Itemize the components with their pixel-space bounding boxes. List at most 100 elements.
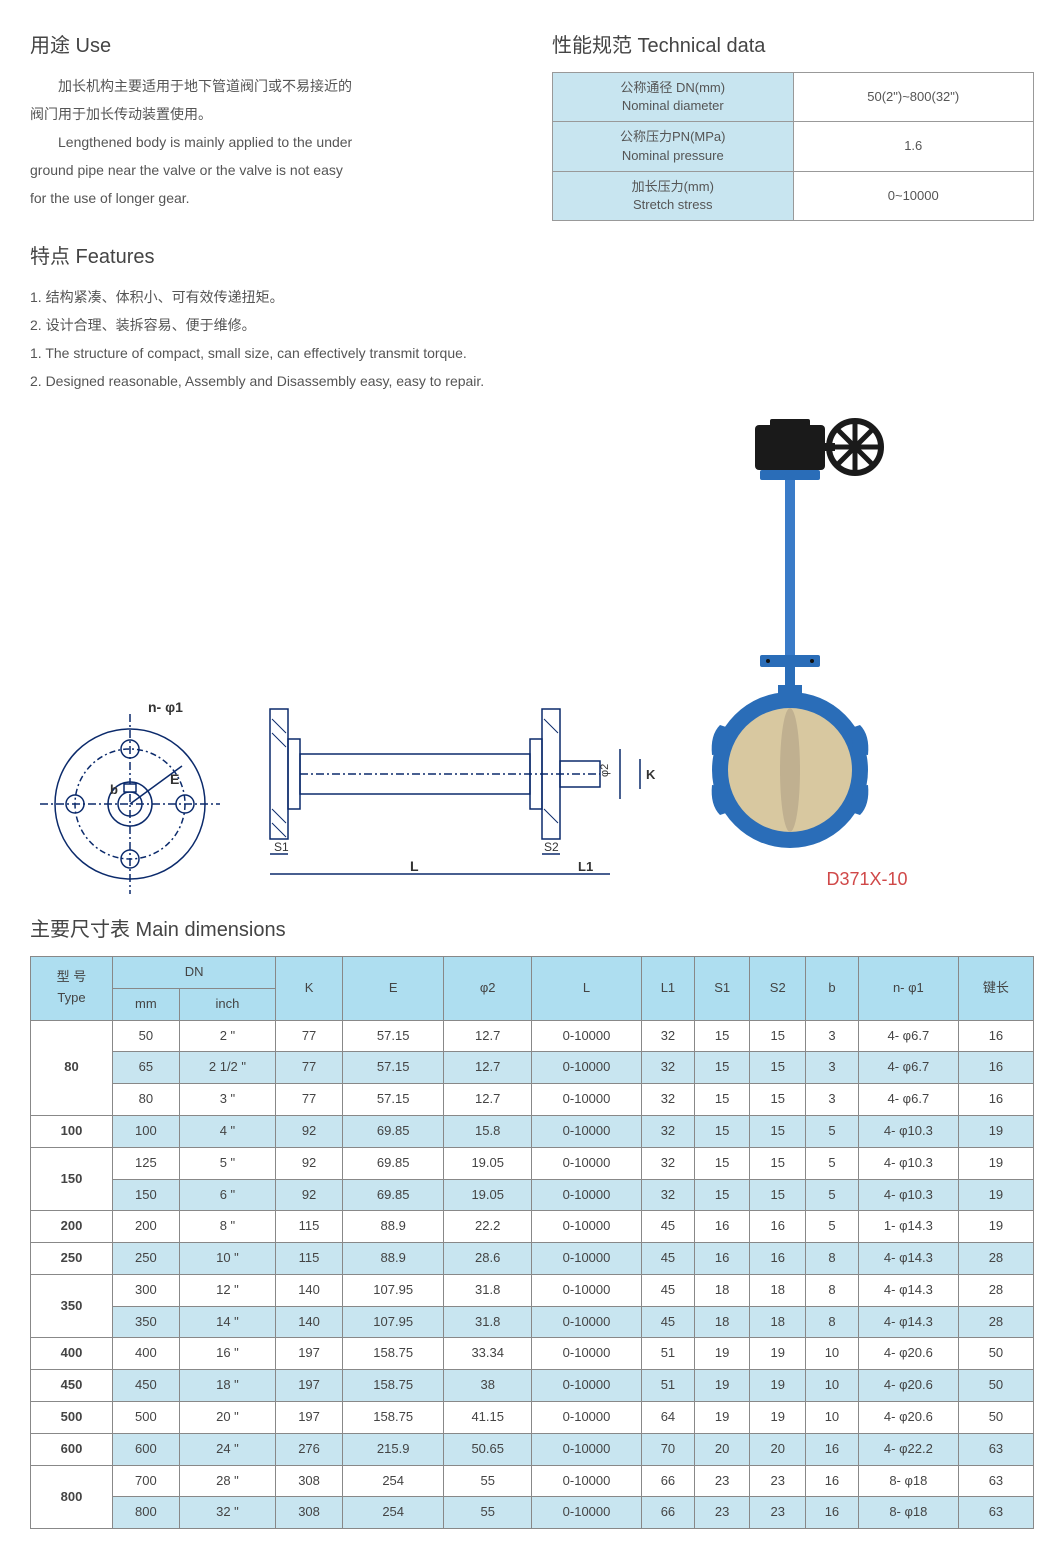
cell-key: 16 [958, 1052, 1033, 1084]
label-K: K [646, 767, 656, 782]
cell-S2: 19 [750, 1370, 806, 1402]
cell-b: 3 [806, 1084, 859, 1116]
cell-S2: 16 [750, 1243, 806, 1275]
cell-inch: 10 " [179, 1243, 275, 1275]
cell-L1: 32 [642, 1179, 695, 1211]
cell-mm: 100 [112, 1115, 179, 1147]
cell-K: 308 [276, 1497, 343, 1529]
cell-S1: 15 [694, 1084, 750, 1116]
cell-mm: 400 [112, 1338, 179, 1370]
cell-nphi1: 4- φ6.7 [858, 1084, 958, 1116]
cell-L1: 66 [642, 1465, 695, 1497]
tech-section: 性能规范 Technical data 公称通径 DN(mm)Nominal d… [552, 30, 1034, 221]
cell-L1: 51 [642, 1370, 695, 1402]
cell-phi2: 19.05 [444, 1179, 532, 1211]
cell-S1: 15 [694, 1179, 750, 1211]
cell-inch: 16 " [179, 1338, 275, 1370]
cell-phi2: 38 [444, 1370, 532, 1402]
cell-b: 3 [806, 1020, 859, 1052]
cell-nphi1: 8- φ18 [858, 1497, 958, 1529]
type-cell: 400 [31, 1338, 113, 1370]
cell-key: 19 [958, 1211, 1033, 1243]
cell-L1: 32 [642, 1020, 695, 1052]
th-K: K [276, 956, 343, 1020]
cell-E: 88.9 [342, 1243, 443, 1275]
cell-S1: 23 [694, 1465, 750, 1497]
cell-S1: 19 [694, 1370, 750, 1402]
cell-E: 254 [342, 1465, 443, 1497]
cell-nphi1: 4- φ14.3 [858, 1274, 958, 1306]
th-type: 型 号 Type [31, 956, 113, 1020]
tech-table: 公称通径 DN(mm)Nominal diameter 50(2")~800(3… [552, 72, 1034, 221]
cell-mm: 50 [112, 1020, 179, 1052]
cell-b: 5 [806, 1115, 859, 1147]
cell-phi2: 19.05 [444, 1147, 532, 1179]
th-mm: mm [112, 988, 179, 1020]
cell-S1: 16 [694, 1243, 750, 1275]
cell-nphi1: 4- φ10.3 [858, 1115, 958, 1147]
cell-key: 50 [958, 1370, 1033, 1402]
cell-mm: 300 [112, 1274, 179, 1306]
cell-K: 197 [276, 1370, 343, 1402]
cell-K: 77 [276, 1084, 343, 1116]
cell-E: 107.95 [342, 1306, 443, 1338]
dimensions-table: 型 号 Type DN K E φ2 L L1 S1 S2 b n- φ1 键长… [30, 956, 1034, 1529]
label-n-phi1: n- φ1 [148, 699, 183, 715]
cell-nphi1: 4- φ14.3 [858, 1243, 958, 1275]
cell-b: 8 [806, 1243, 859, 1275]
cell-phi2: 31.8 [444, 1306, 532, 1338]
cell-K: 115 [276, 1243, 343, 1275]
cell-S1: 15 [694, 1020, 750, 1052]
cell-L: 0-10000 [532, 1020, 642, 1052]
cell-E: 254 [342, 1497, 443, 1529]
tech-title: 性能规范 Technical data [552, 30, 1034, 62]
cell-E: 57.15 [342, 1020, 443, 1052]
cell-L: 0-10000 [532, 1115, 642, 1147]
cell-nphi1: 4- φ20.6 [858, 1370, 958, 1402]
cell-L1: 51 [642, 1338, 695, 1370]
cell-nphi1: 4- φ20.6 [858, 1338, 958, 1370]
cell-E: 69.85 [342, 1147, 443, 1179]
type-cell: 100 [31, 1115, 113, 1147]
cell-S1: 15 [694, 1115, 750, 1147]
cell-S2: 15 [750, 1147, 806, 1179]
cell-phi2: 12.7 [444, 1020, 532, 1052]
tech-label: 加长压力(mm)Stretch stress [553, 171, 794, 220]
cell-S1: 19 [694, 1402, 750, 1434]
cell-nphi1: 4- φ6.7 [858, 1052, 958, 1084]
cell-inch: 20 " [179, 1402, 275, 1434]
cell-S2: 18 [750, 1274, 806, 1306]
cell-L: 0-10000 [532, 1179, 642, 1211]
cell-mm: 150 [112, 1179, 179, 1211]
cell-K: 140 [276, 1306, 343, 1338]
dimensions-title: 主要尺寸表 Main dimensions [30, 914, 1034, 946]
feature-line: 1. 结构紧凑、体积小、可有效传递扭矩。 [30, 283, 1034, 311]
cell-phi2: 22.2 [444, 1211, 532, 1243]
cell-key: 19 [958, 1115, 1033, 1147]
cell-inch: 6 " [179, 1179, 275, 1211]
cell-L: 0-10000 [532, 1433, 642, 1465]
cell-key: 28 [958, 1274, 1033, 1306]
type-cell: 250 [31, 1243, 113, 1275]
cell-S2: 20 [750, 1433, 806, 1465]
cell-nphi1: 4- φ10.3 [858, 1147, 958, 1179]
cell-mm: 350 [112, 1306, 179, 1338]
cell-inch: 24 " [179, 1433, 275, 1465]
feature-line: 2. Designed reasonable, Assembly and Dis… [30, 367, 1034, 395]
cell-inch: 3 " [179, 1084, 275, 1116]
cell-nphi1: 4- φ14.3 [858, 1306, 958, 1338]
cell-S2: 15 [750, 1084, 806, 1116]
cell-S1: 20 [694, 1433, 750, 1465]
cell-K: 197 [276, 1338, 343, 1370]
cell-inch: 32 " [179, 1497, 275, 1529]
valve-product-icon [700, 415, 920, 855]
cell-b: 16 [806, 1465, 859, 1497]
product-image-column: D371X-10 [700, 415, 1034, 894]
use-en-3: for the use of longer gear. [30, 184, 512, 212]
cell-phi2: 12.7 [444, 1052, 532, 1084]
cell-L1: 32 [642, 1052, 695, 1084]
cell-E: 69.85 [342, 1179, 443, 1211]
cell-nphi1: 1- φ14.3 [858, 1211, 958, 1243]
cell-phi2: 55 [444, 1497, 532, 1529]
cell-nphi1: 8- φ18 [858, 1465, 958, 1497]
